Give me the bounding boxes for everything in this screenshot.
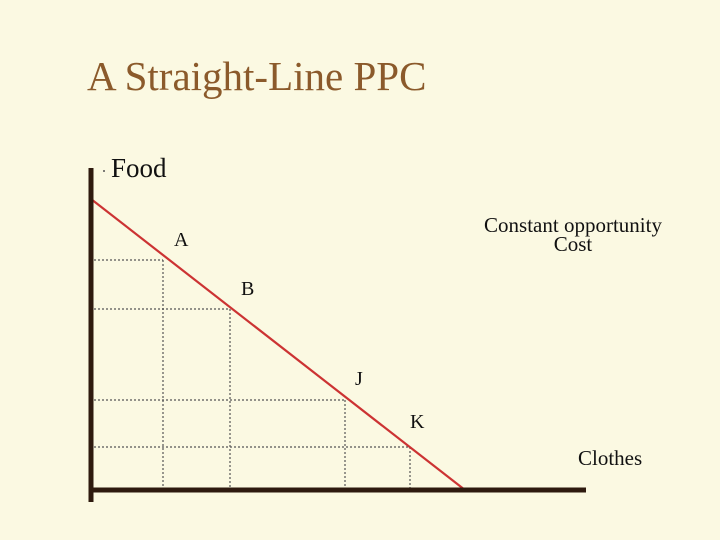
axis-dot	[103, 170, 105, 172]
note-line-2: Cost	[553, 232, 593, 256]
x-axis-label: Clothes	[578, 446, 643, 470]
guide-lines	[94, 259, 411, 488]
y-axis-label: Food	[111, 153, 167, 183]
opportunity-cost-note: Constant opportunity Cost	[466, 213, 680, 256]
slide-title: A Straight-Line PPC	[87, 53, 427, 99]
point-label-k: K	[410, 411, 425, 433]
point-label-b: B	[241, 278, 255, 300]
note-line-1: Constant opportunity	[484, 213, 662, 237]
ppc-line	[90, 198, 466, 491]
point-label-a: A	[174, 229, 189, 251]
point-label-j: J	[355, 368, 363, 390]
